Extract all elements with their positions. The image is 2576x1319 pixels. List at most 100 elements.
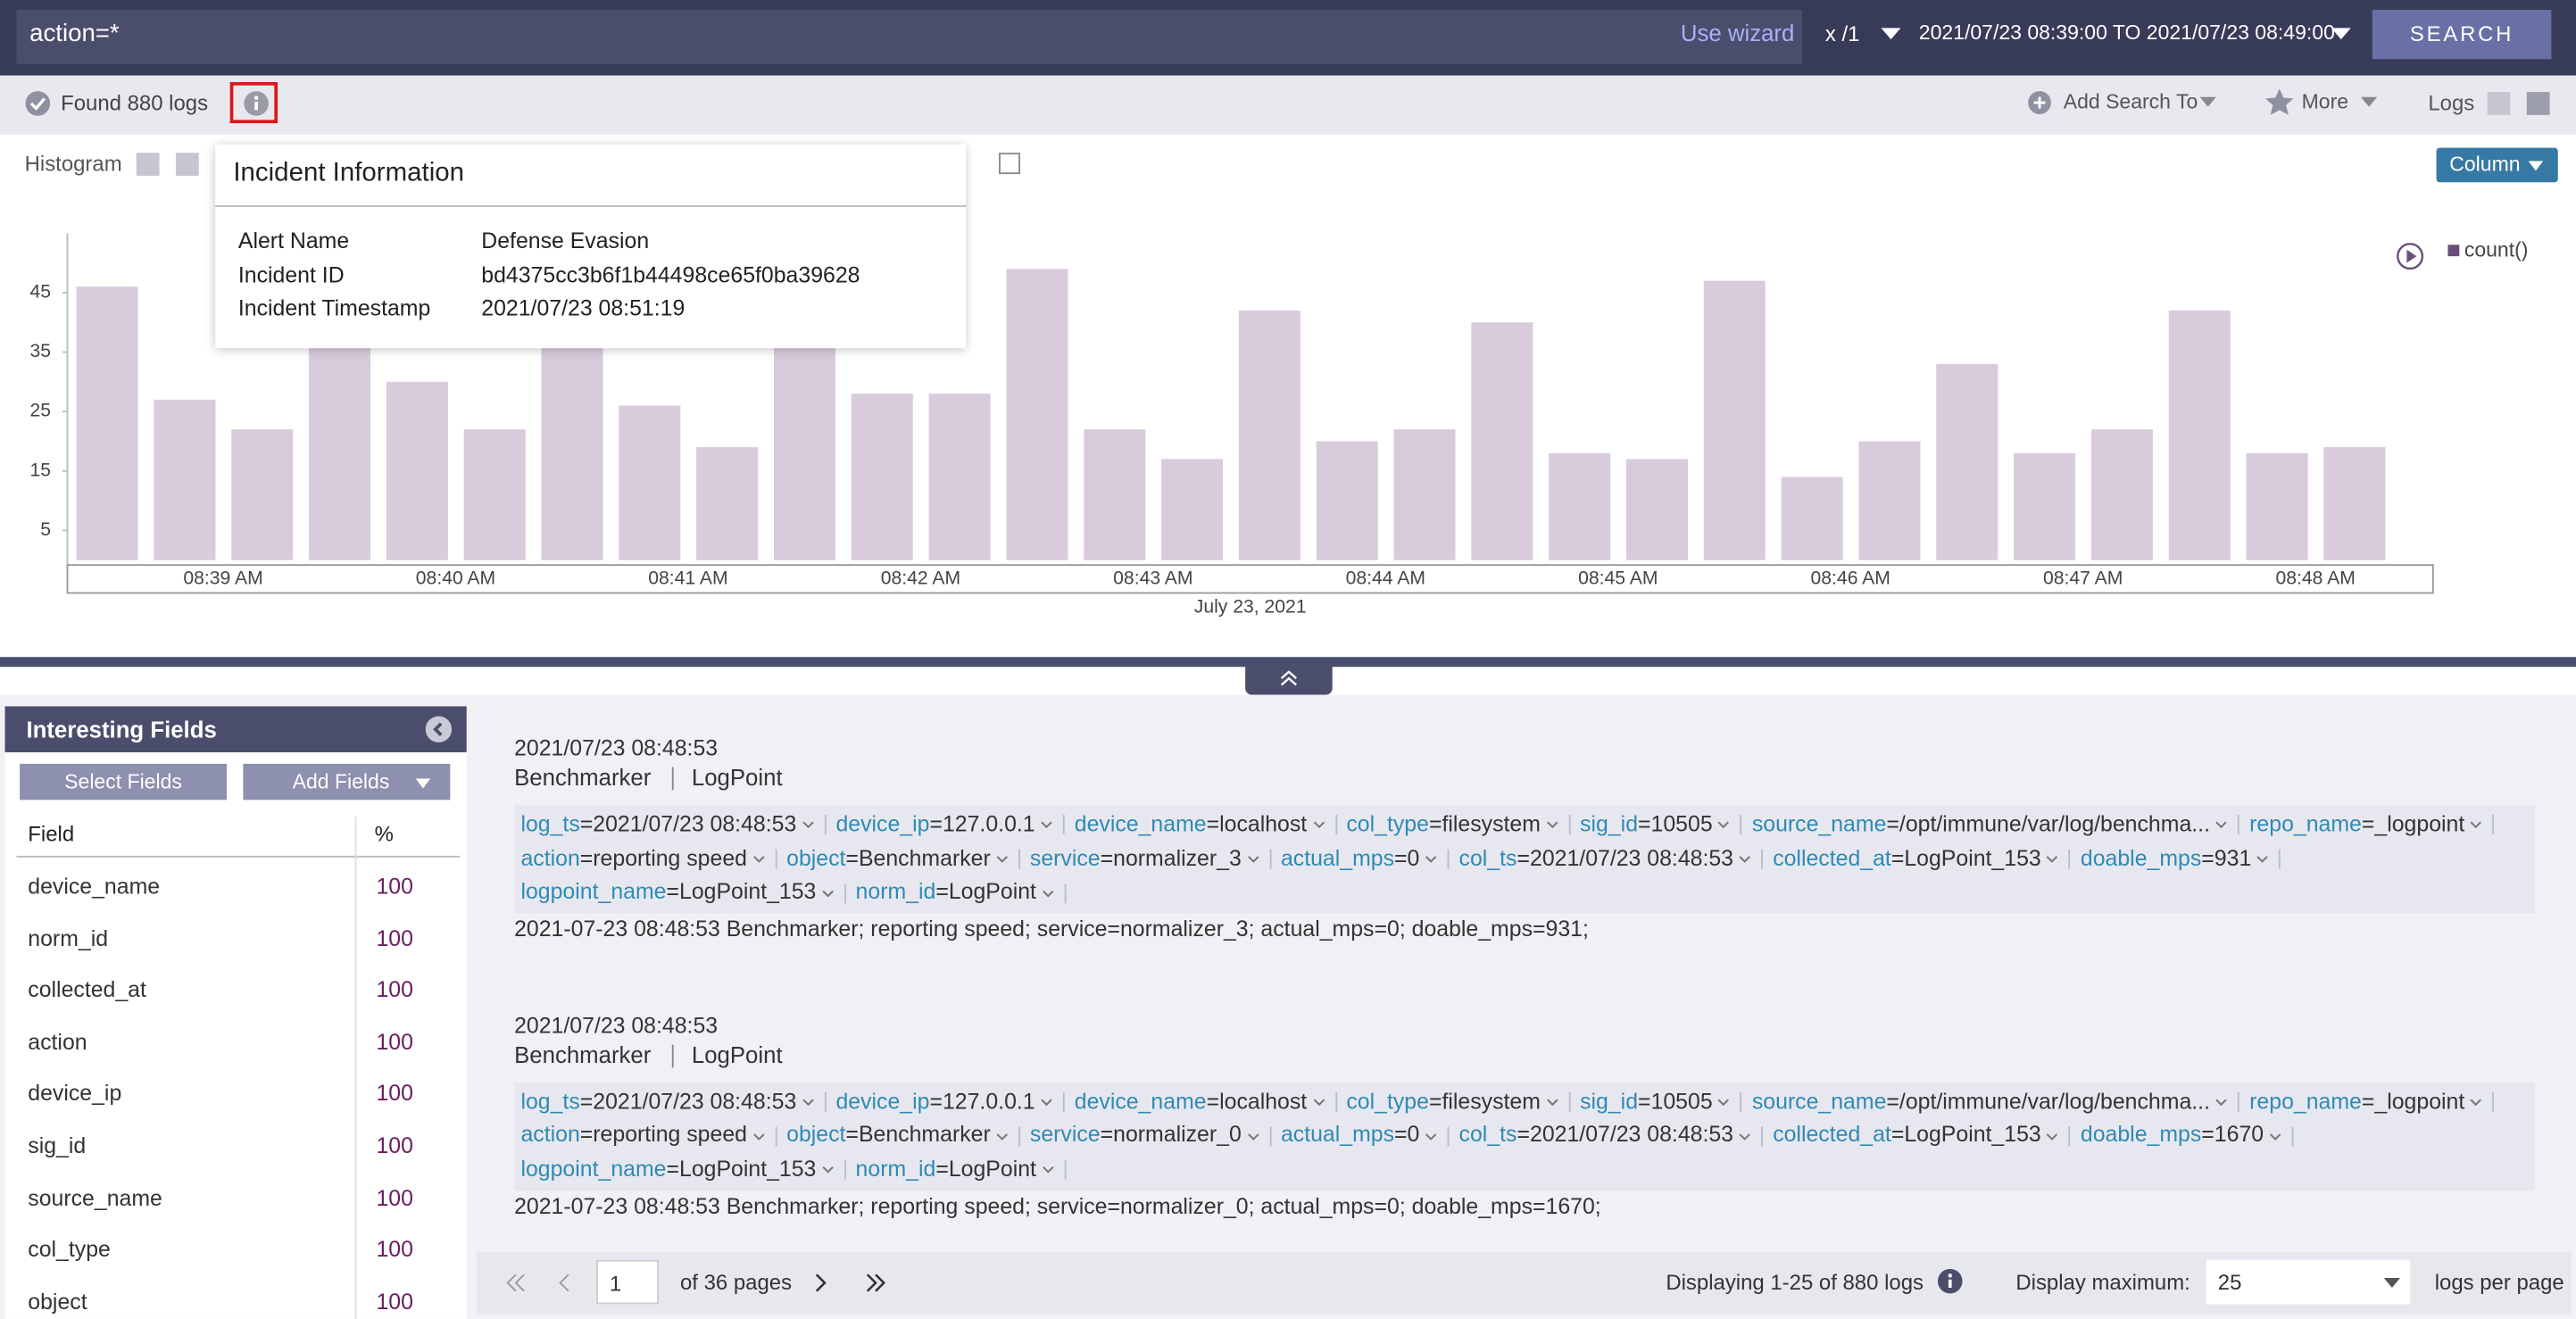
- field-menu[interactable]: [1246, 853, 1259, 867]
- dropdown-arrow[interactable]: [1881, 28, 1900, 41]
- field-menu[interactable]: [802, 1096, 815, 1109]
- log-field[interactable]: doable_mps=1670: [2081, 1122, 2281, 1147]
- dropdown-arrow[interactable]: [2384, 1278, 2400, 1288]
- log-field[interactable]: source_name=/opt/immune/var/log/benchma.…: [1752, 1088, 2228, 1113]
- field-menu[interactable]: [1246, 1130, 1259, 1143]
- field-menu[interactable]: [1041, 1164, 1054, 1177]
- field-menu[interactable]: [1739, 1130, 1752, 1143]
- search-button[interactable]: SEARCH: [2372, 10, 2552, 59]
- field-name: sig_id: [28, 1133, 86, 1158]
- field-menu[interactable]: [1312, 818, 1325, 832]
- field-menu[interactable]: [2470, 818, 2483, 832]
- field-name: action: [28, 1030, 87, 1055]
- log-field[interactable]: actual_mps=0: [1281, 845, 1438, 870]
- info-icon[interactable]: [1937, 1268, 1963, 1294]
- time-range[interactable]: 2021/07/23 08:39:00 TO 2021/07/23 08:49:…: [1919, 21, 2335, 45]
- log-field[interactable]: log_ts=2021/07/23 08:48:53: [520, 811, 814, 836]
- field-menu[interactable]: [1040, 1096, 1053, 1109]
- log-field[interactable]: doable_mps=931: [2081, 845, 2270, 870]
- star-icon[interactable]: [2265, 88, 2293, 114]
- dropdown-arrow[interactable]: [2200, 97, 2216, 107]
- select-fields-button[interactable]: Select Fields: [20, 764, 227, 800]
- field-key: device_ip: [835, 811, 929, 836]
- log-field[interactable]: repo_name=_logpoint: [2249, 1088, 2482, 1113]
- layout-toggle[interactable]: [2488, 92, 2511, 115]
- query-input[interactable]: [16, 10, 1802, 64]
- log-field[interactable]: device_ip=127.0.0.1: [835, 1088, 1052, 1113]
- field-menu[interactable]: [1717, 818, 1731, 832]
- page-input[interactable]: 1: [596, 1260, 659, 1305]
- log-field[interactable]: collected_at=LogPoint_153: [1773, 845, 2059, 870]
- log-field[interactable]: action=reporting speed: [520, 845, 765, 870]
- bar: [309, 322, 370, 560]
- field-menu[interactable]: [1312, 1096, 1325, 1109]
- field-menu[interactable]: [821, 887, 835, 900]
- field-menu[interactable]: [752, 1130, 765, 1143]
- add-fields-button[interactable]: Add Fields: [243, 764, 450, 800]
- field-menu[interactable]: [821, 1164, 835, 1177]
- log-field[interactable]: repo_name=_logpoint: [2249, 811, 2482, 836]
- log-field[interactable]: col_type=filesystem: [1346, 811, 1558, 836]
- log-field[interactable]: service=normalizer_3: [1030, 845, 1259, 870]
- field-menu[interactable]: [2215, 818, 2229, 832]
- separator: [844, 883, 846, 903]
- collapse-icon[interactable]: [426, 716, 452, 742]
- field-menu[interactable]: [2215, 1096, 2229, 1109]
- log-field[interactable]: device_name=localhost: [1075, 1088, 1325, 1113]
- log-field[interactable]: object=Benchmarker: [786, 845, 1009, 870]
- max-value[interactable]: 25: [2218, 1270, 2242, 1295]
- max-select[interactable]: 25: [2206, 1260, 2410, 1305]
- field-menu[interactable]: [752, 853, 765, 867]
- dropdown-arrow[interactable]: [2361, 97, 2377, 107]
- log-field[interactable]: actual_mps=0: [1281, 1122, 1438, 1147]
- dropdown-arrow[interactable]: [416, 778, 431, 788]
- log-field[interactable]: col_ts=2021/07/23 08:48:53: [1459, 1122, 1752, 1147]
- layout-toggle[interactable]: [2527, 92, 2550, 115]
- query-text[interactable]: action=*: [29, 20, 120, 47]
- separator: [1064, 1160, 1066, 1180]
- field-menu[interactable]: [2470, 1096, 2483, 1109]
- log-field[interactable]: col_ts=2021/07/23 08:48:53: [1459, 845, 1752, 870]
- field-menu[interactable]: [995, 1130, 1009, 1143]
- field-menu[interactable]: [1041, 887, 1054, 900]
- log-field[interactable]: collected_at=LogPoint_153: [1773, 1122, 2059, 1147]
- collapse-handle[interactable]: [1245, 664, 1333, 695]
- field-menu[interactable]: [1545, 1096, 1558, 1109]
- field-menu[interactable]: [1717, 1096, 1731, 1109]
- log-field[interactable]: sig_id=10505: [1580, 1088, 1731, 1113]
- field-menu[interactable]: [2269, 1130, 2282, 1143]
- log-field[interactable]: source_name=/opt/immune/var/log/benchma.…: [1752, 811, 2228, 836]
- log-field[interactable]: col_type=filesystem: [1346, 1088, 1558, 1113]
- log-field[interactable]: log_ts=2021/07/23 08:48:53: [520, 1088, 814, 1113]
- field-menu[interactable]: [1425, 1130, 1438, 1143]
- log-field[interactable]: object=Benchmarker: [786, 1122, 1009, 1147]
- log-field[interactable]: norm_id=LogPoint: [856, 1157, 1055, 1182]
- log-field[interactable]: action=reporting speed: [520, 1122, 765, 1147]
- info-icon[interactable]: [243, 90, 269, 116]
- field-menu[interactable]: [802, 818, 815, 832]
- plus-icon[interactable]: [2027, 90, 2052, 115]
- field-menu[interactable]: [2046, 1130, 2059, 1143]
- field-menu[interactable]: [995, 853, 1009, 867]
- add-search-menu[interactable]: Add Search To: [2064, 90, 2198, 113]
- log-field[interactable]: service=normalizer_0: [1030, 1122, 1259, 1147]
- chevron-icon[interactable]: [1245, 664, 1333, 695]
- log-field[interactable]: logpoint_name=LogPoint_153: [520, 1157, 834, 1182]
- more-menu[interactable]: More: [2302, 90, 2348, 113]
- field-menu[interactable]: [1739, 853, 1752, 867]
- wizard-link[interactable]: Use wizard: [1681, 20, 1794, 46]
- log-field[interactable]: device_name=localhost: [1075, 811, 1325, 836]
- field-menu[interactable]: [2046, 853, 2059, 867]
- field-menu[interactable]: [2256, 853, 2270, 867]
- repo-selector[interactable]: x /1: [1825, 21, 1860, 46]
- log-field[interactable]: logpoint_name=LogPoint_153: [520, 879, 834, 904]
- log-field[interactable]: sig_id=10505: [1580, 811, 1731, 836]
- field-menu[interactable]: [1545, 818, 1558, 832]
- log-field[interactable]: norm_id=LogPoint: [856, 879, 1055, 904]
- add-fields-label[interactable]: Add Fields: [293, 770, 390, 793]
- dropdown-arrow[interactable]: [2331, 28, 2351, 41]
- field-menu[interactable]: [1040, 818, 1053, 832]
- play-icon[interactable]: [2406, 250, 2416, 263]
- log-field[interactable]: device_ip=127.0.0.1: [835, 811, 1052, 836]
- field-menu[interactable]: [1425, 853, 1438, 867]
